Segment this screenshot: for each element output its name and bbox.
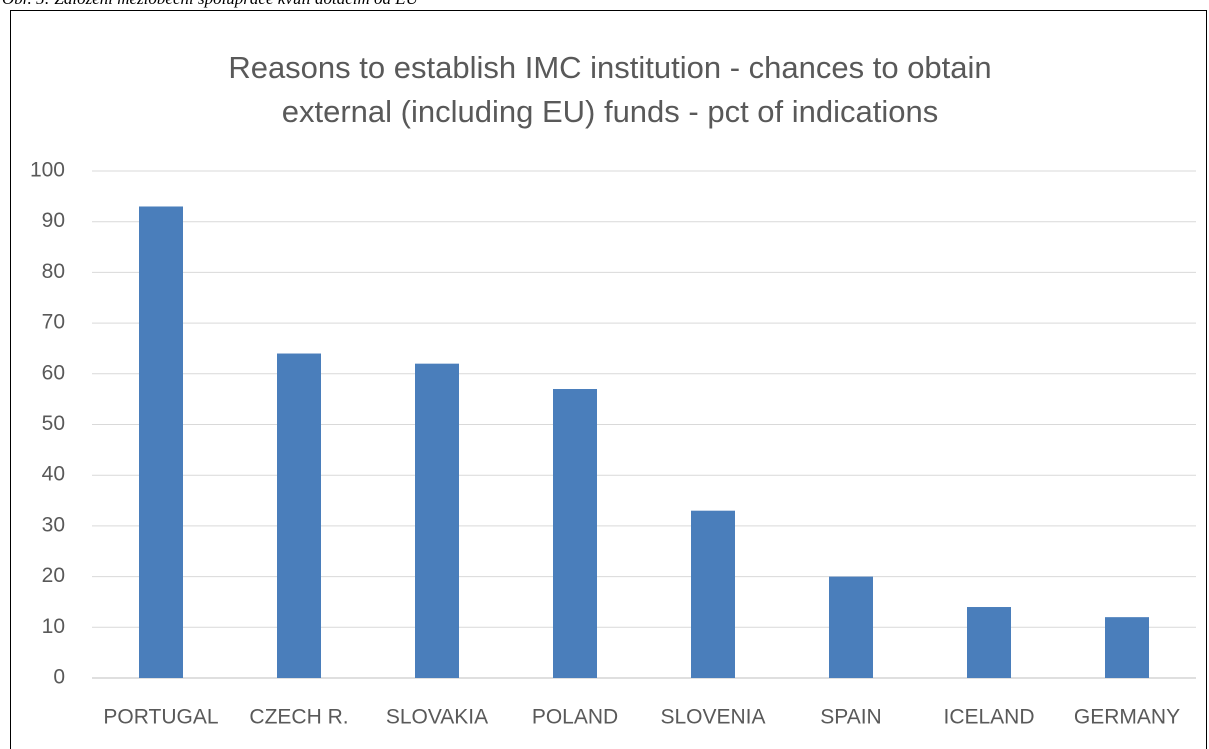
y-tick-label: 50: [42, 412, 65, 435]
y-tick-label: 10: [42, 615, 65, 638]
x-tick-label: GERMANY: [1074, 706, 1180, 729]
chart-title: Reasons to establish IMC institution - c…: [228, 50, 992, 129]
x-tick-label: SLOVENIA: [660, 706, 765, 729]
caption: Obr. 5: Založení meziobecní spolupráce k…: [2, 0, 418, 9]
x-tick-label: SLOVAKIA: [386, 706, 488, 729]
y-tick-label: 0: [53, 666, 65, 689]
y-tick-label: 20: [42, 564, 65, 587]
x-tick-label: ICELAND: [943, 706, 1034, 729]
y-tick-label: 70: [42, 311, 65, 334]
x-tick-label: SPAIN: [820, 706, 881, 729]
bar: [967, 607, 1011, 678]
y-tick-label: 90: [42, 209, 65, 232]
y-tick-label: 60: [42, 361, 65, 384]
y-tick-label: 40: [42, 463, 65, 486]
bar: [829, 576, 873, 678]
bar: [139, 206, 183, 679]
x-tick-label: PORTUGAL: [103, 706, 218, 729]
bar: [415, 363, 459, 678]
bar: [277, 353, 321, 678]
bar: [553, 389, 597, 678]
bar: [691, 510, 735, 678]
y-tick-label: 30: [42, 513, 65, 536]
y-tick-label: 100: [30, 159, 65, 182]
x-tick-label: CZECH R.: [249, 706, 348, 729]
bar: [1105, 617, 1149, 678]
chart-frame: [10, 10, 1207, 749]
x-tick-label: POLAND: [532, 706, 618, 729]
y-tick-label: 80: [42, 260, 65, 283]
